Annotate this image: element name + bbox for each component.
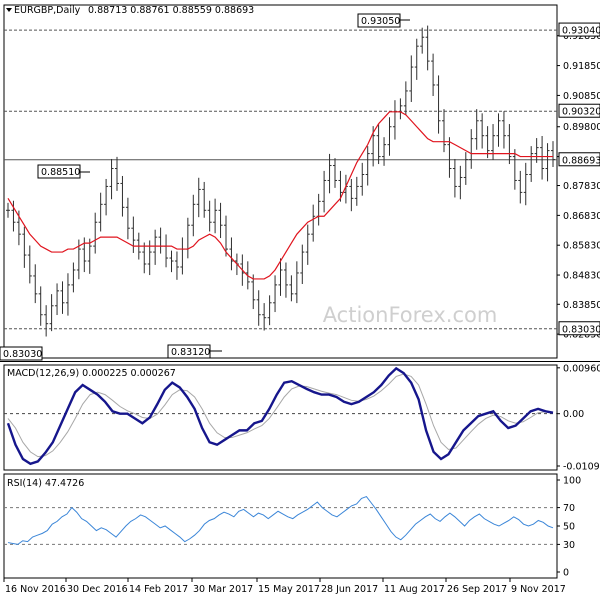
price-bars — [6, 25, 555, 337]
rsi-y-tick-label: 100 — [563, 476, 581, 487]
price-y-tick-label: 0.84830 — [563, 271, 600, 282]
x-tick-label: 30 Mar 2017 — [193, 584, 253, 595]
level-label-box — [558, 321, 600, 336]
x-tick-label: 9 Nov 2017 — [511, 584, 566, 595]
macd-y-tick-label: 0.009608 — [563, 363, 600, 374]
rsi-y-tick-label: 0 — [563, 568, 569, 579]
ohlc-values: 0.88713 0.88761 0.88559 0.88693 — [88, 5, 254, 16]
level-label: 0.90320 — [562, 107, 600, 118]
level-label: 0.93040 — [562, 26, 600, 37]
dropdown-arrow-icon — [6, 8, 12, 12]
price-y-tick-label: 0.83850 — [563, 300, 600, 311]
price-y-tick-label: 0.89800 — [563, 122, 600, 133]
price-y-tick-label: 0.91850 — [563, 61, 600, 72]
level-label-box — [558, 103, 600, 118]
rsi-panel-frame — [3, 473, 558, 579]
x-tick-label: 28 Jun 2017 — [321, 584, 378, 595]
price-y-tick-label: 0.90850 — [563, 91, 600, 102]
x-tick-label: 15 May 2017 — [258, 584, 320, 595]
rsi-line — [7, 495, 554, 545]
x-tick-label: 30 Dec 2016 — [67, 584, 128, 595]
x-tick-label: 26 Sep 2017 — [447, 584, 507, 595]
level-label: 0.83030 — [562, 324, 600, 335]
annotation-label: 0.93050 — [361, 16, 400, 27]
x-tick-label: 16 Nov 2016 — [5, 584, 66, 595]
x-tick-label: 14 Feb 2017 — [129, 584, 188, 595]
annotation-box — [0, 346, 43, 361]
annotation-label: 0.83120 — [171, 347, 210, 358]
price-y-tick-label: 0.86830 — [563, 211, 600, 222]
annotation-label: 0.83030 — [3, 349, 42, 360]
macd-y-tick-label: 0.00 — [563, 409, 584, 420]
macd-line — [6, 366, 554, 466]
moving-average-line — [7, 111, 553, 280]
level-label: 0.88693 — [562, 155, 600, 166]
macd-y-tick-label: -0.010961 — [563, 461, 600, 472]
macd-title: MACD(12,26,9) 0.000225 0.000267 — [7, 368, 176, 379]
chart-title: EURGBP,Daily — [14, 5, 81, 16]
price-y-tick-label: 0.87830 — [563, 181, 600, 192]
macd-signal-line — [7, 373, 554, 458]
level-label-box — [558, 22, 600, 37]
rsi-y-tick-label: 30 — [563, 540, 575, 551]
x-tick-label: 11 Aug 2017 — [384, 584, 445, 595]
annotation-label: 0.88510 — [41, 167, 80, 178]
macd-panel-frame — [3, 364, 558, 471]
rsi-y-tick-label: 50 — [563, 522, 575, 533]
price-y-tick-label: 0.92850 — [563, 31, 600, 42]
level-label-box — [558, 152, 600, 167]
rsi-y-tick-label: 70 — [563, 503, 575, 514]
rsi-title: RSI(14) 47.4726 — [7, 478, 84, 489]
price-y-tick-label: 0.85830 — [563, 241, 600, 252]
price-panel-frame — [3, 4, 558, 359]
watermark-text: ActionForex.com — [323, 303, 498, 327]
